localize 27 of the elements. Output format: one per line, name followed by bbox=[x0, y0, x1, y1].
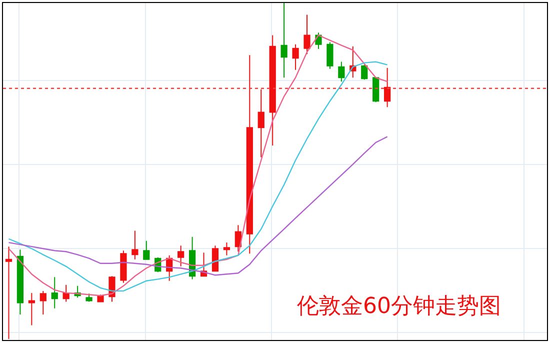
candlestick bbox=[326, 42, 334, 70]
candlestick bbox=[120, 250, 127, 284]
candlestick bbox=[40, 290, 46, 315]
candlestick bbox=[188, 236, 196, 280]
candlestick bbox=[280, 3, 288, 78]
candlestick bbox=[384, 67, 391, 108]
candlestick bbox=[338, 61, 345, 82]
annotation: 伦敦金60分钟走势图 bbox=[297, 294, 501, 319]
candlestick bbox=[62, 284, 70, 302]
candlestick bbox=[223, 242, 230, 256]
candlestick bbox=[212, 245, 219, 272]
candlestick bbox=[361, 64, 368, 80]
candlestick bbox=[304, 14, 310, 55]
candlestick bbox=[269, 34, 276, 146]
candlestick bbox=[372, 77, 380, 103]
candlestick bbox=[292, 44, 299, 70]
candlestick bbox=[86, 293, 92, 302]
candlestick bbox=[5, 246, 12, 340]
candlestick bbox=[132, 230, 138, 260]
candlestick bbox=[246, 54, 253, 254]
candlestick bbox=[16, 249, 24, 315]
candlestick bbox=[51, 276, 58, 309]
candlestick bbox=[28, 292, 35, 326]
candlestick bbox=[178, 245, 184, 267]
candlestick bbox=[234, 224, 242, 252]
candlestick bbox=[258, 88, 264, 158]
candlestick bbox=[143, 240, 150, 260]
